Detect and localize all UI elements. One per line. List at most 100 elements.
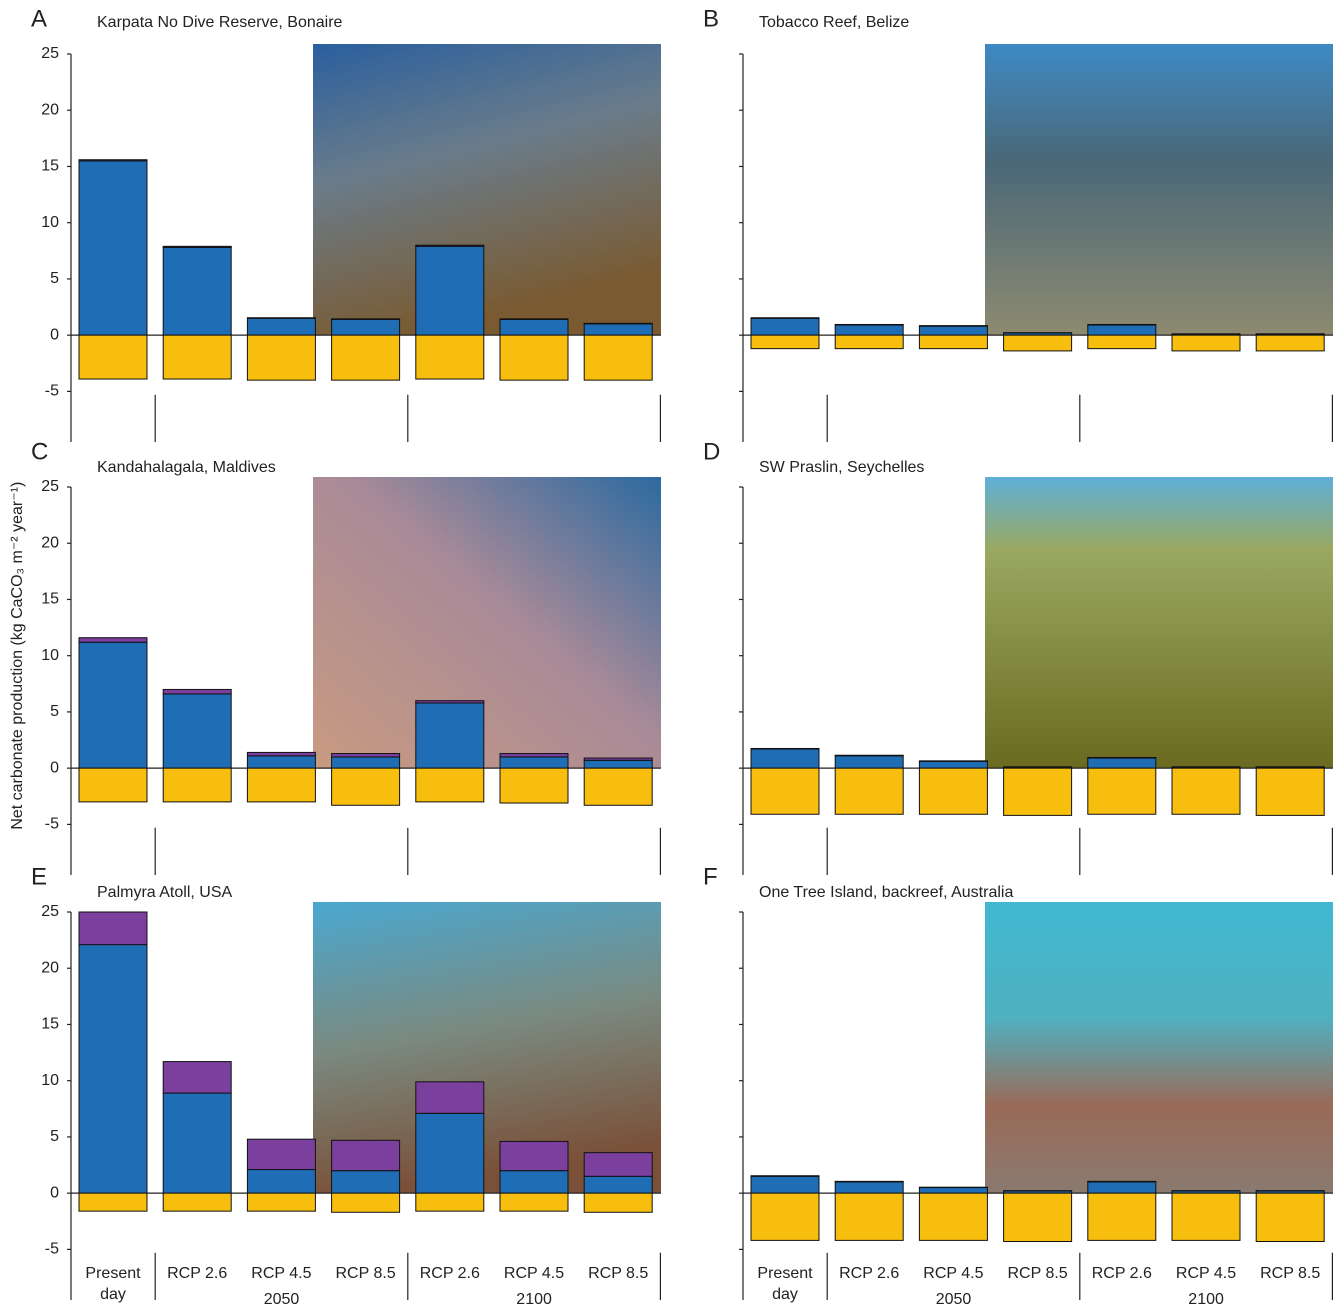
y-tick-label: 20	[41, 101, 59, 118]
bar	[583, 334, 653, 381]
bar	[162, 246, 232, 336]
bar	[750, 1175, 820, 1194]
y-tick-label: 5	[50, 1128, 59, 1145]
bar	[246, 334, 316, 381]
label-line: day	[100, 1286, 126, 1303]
photo	[985, 902, 1333, 1194]
bar	[1087, 323, 1157, 326]
bar	[499, 318, 569, 320]
bar	[162, 334, 232, 380]
bar	[78, 159, 148, 162]
panel-letter: C	[31, 438, 48, 465]
bar	[162, 1092, 232, 1194]
label-line: day	[772, 1286, 798, 1303]
y-tick-label: 0	[50, 1184, 59, 1201]
bar	[918, 760, 988, 769]
bar	[918, 767, 988, 815]
x-tick-label: RCP 2.6	[1092, 1265, 1152, 1282]
bar	[1003, 767, 1073, 816]
y-tick-label: 20	[41, 959, 59, 976]
photo	[985, 44, 1333, 336]
panel-title: Karpata No Dive Reserve, Bonaire	[97, 14, 343, 31]
bar	[78, 944, 148, 1194]
bar	[499, 756, 569, 769]
x-tick-label: RCP 8.5	[1008, 1265, 1068, 1282]
label-line: Present	[85, 1265, 141, 1282]
group-label: 2100	[516, 1291, 552, 1308]
panel-letter: A	[31, 5, 47, 32]
panel-letter: B	[703, 5, 719, 32]
bar	[750, 1175, 820, 1177]
bar	[78, 1192, 148, 1212]
panel-letter: D	[703, 438, 720, 465]
bar	[834, 1180, 904, 1183]
bar	[1087, 1192, 1157, 1241]
panel-letter: F	[703, 863, 718, 890]
y-tick-label: 10	[41, 647, 59, 664]
bar	[415, 767, 485, 803]
bar	[415, 700, 485, 704]
panel-title: Kandahalagala, Maldives	[97, 459, 276, 476]
bar	[246, 751, 316, 757]
bar	[1255, 767, 1325, 816]
bar	[78, 767, 148, 803]
bar	[1087, 324, 1157, 336]
y-tick-label: 10	[41, 1072, 59, 1089]
bar	[583, 759, 653, 769]
bar	[499, 1170, 569, 1194]
bar	[331, 756, 401, 769]
bar	[415, 1192, 485, 1212]
x-tick-label: RCP 2.6	[167, 1265, 227, 1282]
bar	[750, 748, 820, 769]
bar	[246, 767, 316, 803]
bar	[499, 1192, 569, 1212]
y-axis-label: Net carbonate production (kg CaCO₃ m⁻² y…	[9, 482, 26, 830]
y-tick-label: -5	[45, 383, 59, 400]
bar	[78, 641, 148, 769]
bar	[331, 334, 401, 381]
bar	[834, 324, 904, 336]
y-tick-label: 25	[41, 903, 59, 920]
bar	[78, 334, 148, 380]
bar	[583, 322, 653, 325]
bar	[834, 1181, 904, 1194]
group-label: 2050	[936, 1291, 972, 1308]
y-tick-label: 15	[41, 591, 59, 608]
x-tick-label: RCP 4.5	[251, 1265, 311, 1282]
bar	[834, 767, 904, 815]
bar	[1087, 1180, 1157, 1183]
photo	[985, 477, 1333, 769]
bar	[331, 753, 401, 758]
bar	[1255, 1192, 1325, 1243]
bar	[162, 767, 232, 803]
bar	[918, 334, 988, 350]
bar	[415, 702, 485, 769]
bar	[331, 318, 401, 336]
bar	[331, 1139, 401, 1172]
bar	[750, 317, 820, 336]
bar	[834, 754, 904, 757]
bar	[1171, 334, 1241, 352]
bar	[415, 245, 485, 336]
panel-letter: E	[31, 863, 47, 890]
bar	[750, 334, 820, 350]
bar	[1087, 334, 1157, 350]
bar	[583, 1152, 653, 1177]
x-tick-label: RCP 2.6	[839, 1265, 899, 1282]
bar	[415, 244, 485, 247]
bar	[1255, 334, 1325, 352]
bar	[78, 911, 148, 946]
bar	[834, 323, 904, 326]
bar	[1171, 767, 1241, 815]
panel-title: One Tree Island, backreef, Australia	[759, 884, 1013, 901]
x-tick-label: RCP 4.5	[1176, 1265, 1236, 1282]
bar	[1003, 1192, 1073, 1243]
bar	[246, 755, 316, 769]
bar	[246, 1192, 316, 1212]
bar	[415, 1112, 485, 1194]
bar	[246, 1138, 316, 1171]
bar	[918, 1187, 988, 1194]
bar	[499, 767, 569, 804]
bar	[750, 317, 820, 319]
